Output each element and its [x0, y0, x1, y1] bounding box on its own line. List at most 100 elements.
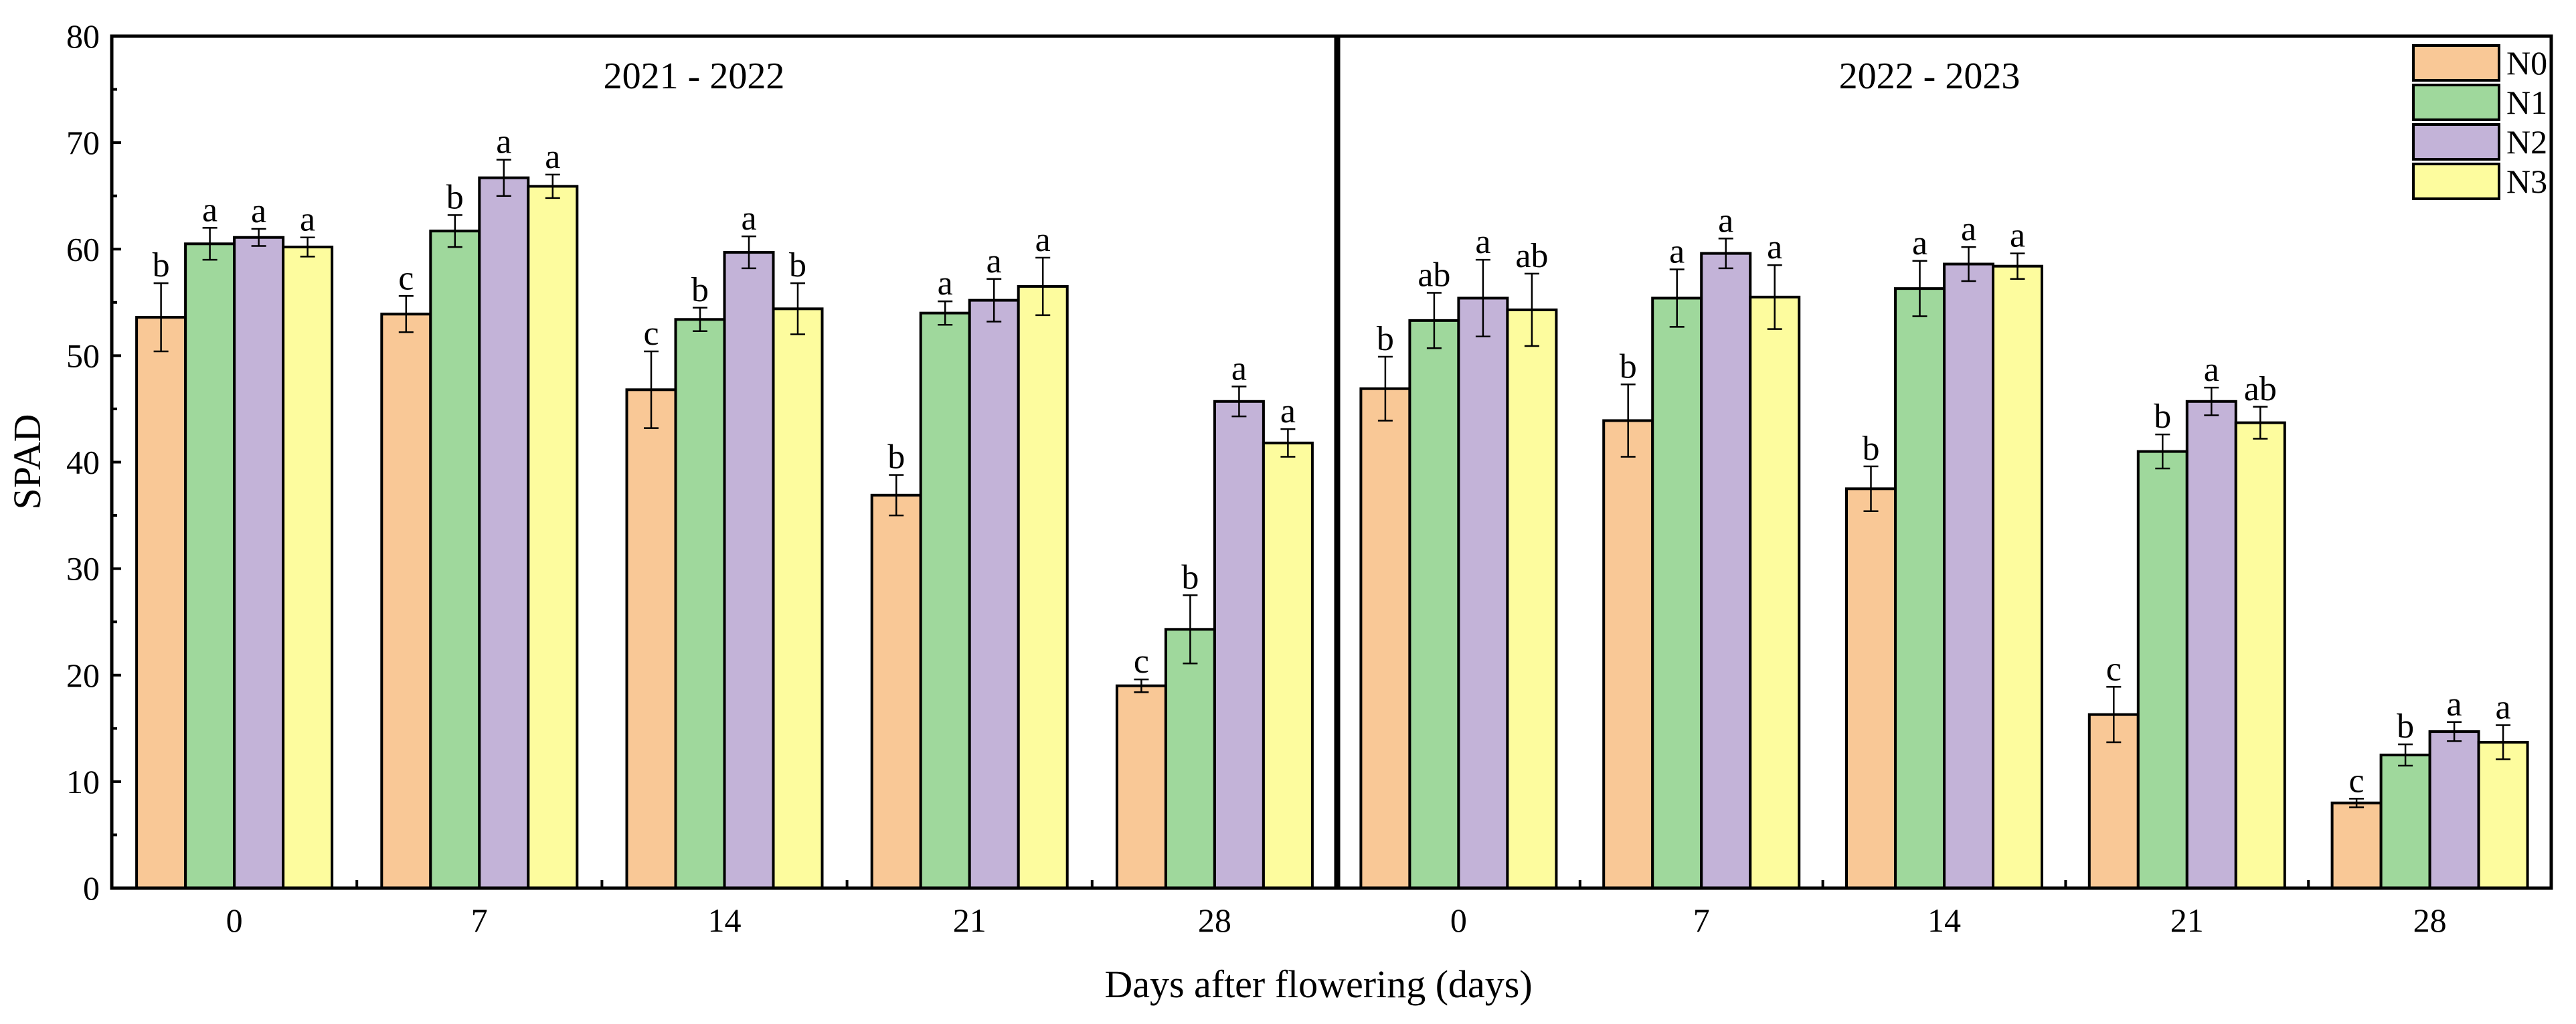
- significance-letter: c: [2106, 650, 2122, 688]
- legend-swatch-n1: [2412, 84, 2500, 121]
- significance-letter: c: [643, 315, 659, 353]
- x-tick-label: 0: [1450, 902, 1467, 939]
- legend-label: N2: [2506, 123, 2547, 161]
- x-tick-label: 7: [471, 902, 488, 939]
- significance-letter: b: [1181, 558, 1199, 596]
- x-axis-title: Days after flowering (days): [1104, 962, 1532, 1006]
- significance-letter: a: [1961, 210, 1976, 248]
- significance-letter: b: [691, 271, 709, 309]
- legend-swatch-n3: [2412, 163, 2500, 200]
- bar-n3: [1262, 441, 1314, 889]
- bar-n2: [1943, 262, 1994, 889]
- x-tick-label: 28: [1198, 902, 1231, 939]
- bar-n3: [282, 246, 334, 889]
- significance-letter: b: [1620, 347, 1637, 386]
- bar-n1: [184, 242, 236, 889]
- bar-n1: [1651, 296, 1703, 889]
- panel-title-right: 2022 - 2023: [1839, 56, 2021, 97]
- bar-n2: [1457, 296, 1509, 889]
- significance-letter: b: [1863, 430, 1880, 468]
- y-tick-label: 60: [66, 230, 100, 268]
- bar-n0: [135, 316, 187, 889]
- bar-n0: [1359, 387, 1411, 889]
- legend-label: N3: [2506, 163, 2547, 200]
- significance-letter: b: [1377, 320, 1394, 358]
- significance-letter: a: [496, 123, 511, 161]
- panel-title-left: 2021 - 2022: [604, 56, 785, 97]
- y-tick-label: 20: [66, 657, 100, 694]
- bar-n2: [2428, 730, 2480, 890]
- y-tick-label: 40: [66, 444, 100, 481]
- significance-letter: a: [1475, 223, 1490, 261]
- significance-letter: a: [1669, 232, 1685, 270]
- x-tick-label: 28: [2413, 902, 2447, 939]
- significance-letter: a: [1035, 221, 1051, 259]
- bar-n3: [527, 185, 579, 890]
- bar-n3: [1506, 308, 1558, 890]
- significance-letter: a: [1280, 392, 1296, 430]
- bar-n0: [1845, 487, 1897, 889]
- y-tick-label: 70: [66, 124, 100, 161]
- significance-letter: a: [2010, 217, 2025, 255]
- plot-frame: [110, 34, 2553, 890]
- y-tick-label: 80: [66, 17, 100, 55]
- bar-n3: [2477, 740, 2529, 890]
- significance-letter: a: [2496, 689, 2511, 727]
- significance-letter: a: [2204, 351, 2219, 389]
- legend-label: N0: [2506, 44, 2547, 82]
- bar-n3: [1749, 295, 1801, 889]
- significance-letter: b: [887, 438, 905, 477]
- significance-letter: a: [741, 199, 756, 238]
- bar-n0: [1602, 419, 1654, 889]
- significance-letter: a: [545, 138, 560, 176]
- x-tick-label: 0: [226, 902, 243, 939]
- significance-letter: a: [1231, 350, 1247, 388]
- bar-n0: [1115, 684, 1167, 889]
- significance-letter: c: [2349, 762, 2365, 800]
- x-tick-label: 14: [708, 902, 742, 939]
- bar-n1: [2136, 450, 2188, 889]
- significance-letter: ab: [1418, 256, 1450, 294]
- significance-letter: a: [300, 201, 315, 239]
- significance-letter: a: [251, 192, 266, 230]
- significance-letter: a: [1912, 224, 1927, 262]
- significance-letter: b: [2397, 707, 2414, 746]
- y-tick-label: 10: [66, 763, 100, 800]
- significance-letter: ab: [1515, 237, 1548, 275]
- significance-letter: a: [202, 191, 218, 229]
- bar-n2: [1700, 252, 1752, 889]
- significance-letter: b: [789, 246, 806, 284]
- bar-n2: [1213, 400, 1265, 889]
- bar-n1: [2379, 754, 2431, 889]
- significance-letter: b: [2154, 398, 2171, 436]
- bar-n0: [625, 388, 677, 889]
- bar-n3: [772, 307, 824, 889]
- x-tick-label: 14: [1927, 902, 1961, 939]
- bar-n2: [2185, 400, 2237, 889]
- x-tick-label: 21: [2170, 902, 2204, 939]
- significance-letter: b: [446, 178, 464, 216]
- legend-swatch-n2: [2412, 123, 2500, 161]
- bar-n2: [723, 251, 775, 889]
- significance-letter: a: [938, 264, 953, 303]
- significance-letter: a: [986, 242, 1002, 280]
- significance-letter: a: [1767, 228, 1782, 266]
- significance-letter: a: [1718, 201, 1733, 240]
- significance-letter: ab: [2244, 370, 2277, 408]
- bar-n1: [1894, 287, 1946, 890]
- y-tick-label: 30: [66, 550, 100, 588]
- y-tick-label: 50: [66, 337, 100, 374]
- bar-n1: [674, 318, 726, 889]
- significance-letter: c: [1134, 643, 1149, 681]
- bar-n1: [429, 230, 481, 890]
- bar-n2: [233, 236, 285, 889]
- y-axis-title: SPAD: [5, 414, 49, 510]
- bar-n3: [2234, 421, 2286, 889]
- legend-label: N1: [2506, 84, 2547, 121]
- bar-n3: [1017, 284, 1069, 890]
- bar-n0: [2330, 801, 2383, 889]
- y-tick-label: 0: [83, 869, 100, 907]
